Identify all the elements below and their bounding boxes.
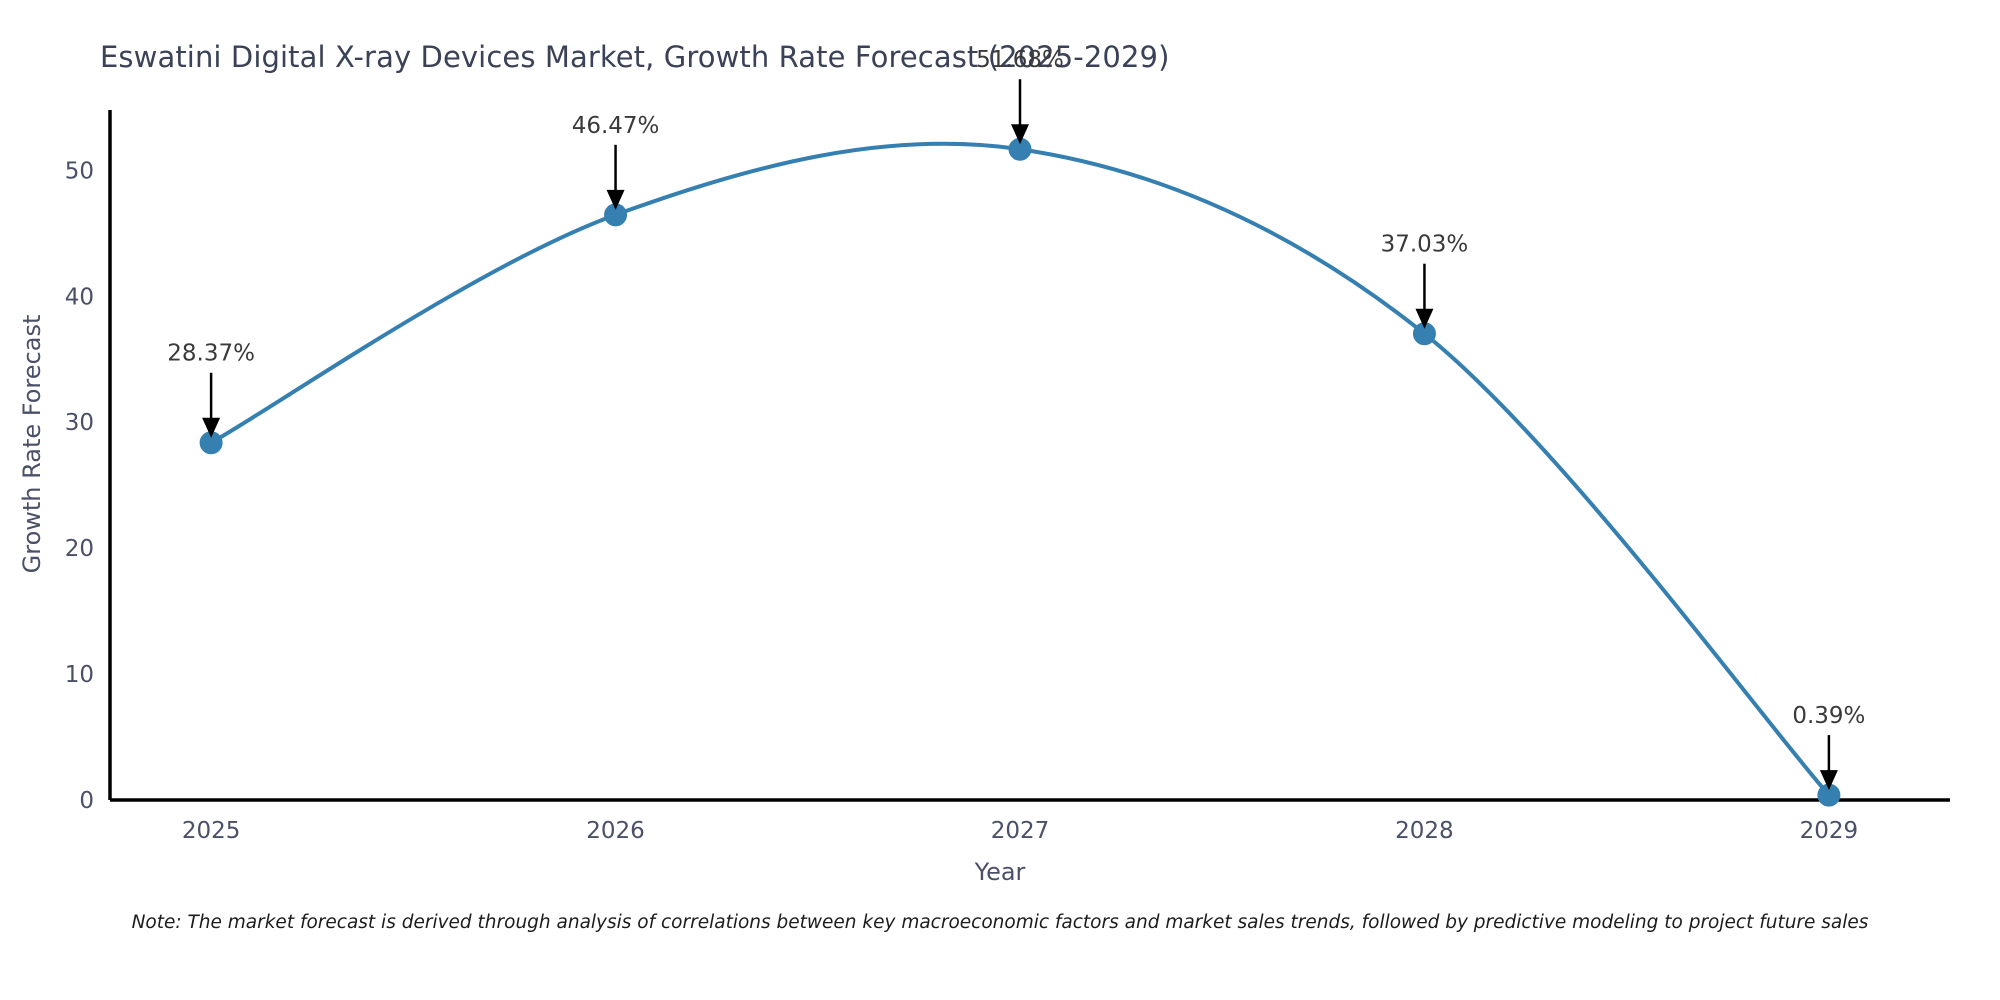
- y-tick-label: 0: [79, 788, 94, 814]
- x-tick-label: 2025: [182, 818, 241, 844]
- x-axis-title: Year: [974, 858, 1026, 886]
- data-point-label: 37.03%: [1381, 232, 1469, 258]
- x-tick-label: 2026: [586, 818, 645, 844]
- chart-title: Eswatini Digital X-ray Devices Market, G…: [100, 40, 1170, 74]
- data-markers: [199, 137, 1841, 807]
- annotation-arrow-head: [1011, 124, 1029, 145]
- y-tick-label: 10: [65, 662, 94, 688]
- y-axis-ticks: 0 10 20 30 40 50: [65, 158, 94, 814]
- y-tick-label: 40: [65, 284, 94, 310]
- axes: [108, 110, 1950, 802]
- x-axis-ticks: 2025 2026 2027 2028 2029: [182, 818, 1858, 844]
- x-tick-label: 2027: [991, 818, 1050, 844]
- chart-footnote: Note: The market forecast is derived thr…: [131, 912, 1869, 933]
- data-line: [209, 141, 1831, 798]
- y-tick-label: 30: [65, 410, 94, 436]
- data-point-label: 46.47%: [572, 113, 660, 139]
- data-point-label: 0.39%: [1792, 703, 1865, 729]
- annotation-arrow-head: [1415, 308, 1434, 329]
- x-tick-label: 2029: [1800, 818, 1859, 844]
- annotation-arrow-head: [1819, 770, 1838, 791]
- x-tick-label: 2028: [1395, 818, 1454, 844]
- data-point-label: 51.68%: [976, 47, 1064, 73]
- annotation-arrow-head: [606, 189, 625, 210]
- annotation-arrow-head: [202, 417, 221, 438]
- y-tick-label: 50: [65, 158, 94, 184]
- data-point-label: 28.37%: [167, 341, 255, 367]
- line-series-path: [209, 141, 1831, 798]
- point-annotations: 28.37% 46.47% 51.68% 37.03% 0.39%: [167, 47, 1865, 791]
- y-tick-label: 20: [65, 536, 94, 562]
